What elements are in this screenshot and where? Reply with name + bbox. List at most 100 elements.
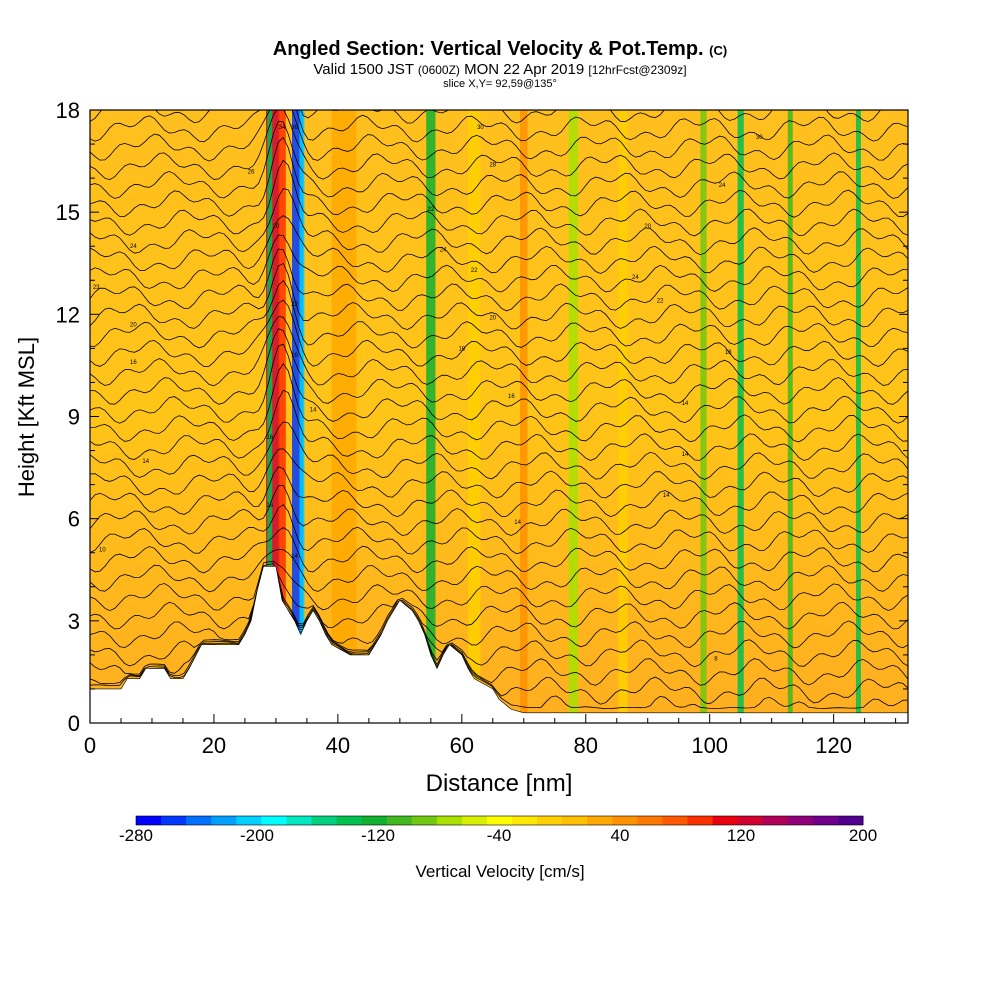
- potential-temperature-contours: [90, 41, 908, 710]
- contour-label: 20: [489, 316, 496, 322]
- isentrope-contour: [90, 248, 908, 312]
- colorbar-swatch: [762, 816, 789, 825]
- colorbar-tick-label: 120: [726, 826, 756, 845]
- isentrope-contour: [90, 571, 908, 686]
- terrain-profile: [89, 566, 909, 724]
- contour-label: 14: [142, 459, 149, 465]
- isentrope-contour: [90, 504, 908, 555]
- slice-info: slice X,Y= 92,59@135°: [443, 78, 557, 90]
- velocity-band: [618, 110, 628, 723]
- isentrope-contour: [90, 110, 908, 181]
- colorbar-label: Vertical Velocity [cm/s]: [415, 862, 585, 881]
- colorbar-tick-label: -40: [486, 826, 512, 845]
- colorbar-swatch: [537, 816, 563, 825]
- colorbar-swatch: [687, 816, 714, 825]
- isentrope-contour: [90, 188, 908, 256]
- contour-label: 26: [248, 169, 255, 175]
- chart-title-block: Angled Section: Vertical Velocity & Pot.…: [0, 38, 1000, 91]
- contour-label: 22: [427, 207, 434, 213]
- contour-label: 14: [663, 493, 670, 499]
- velocity-band: [426, 110, 436, 723]
- valid-time-utc: (0600Z): [417, 63, 460, 77]
- contour-label: 24: [440, 248, 447, 254]
- colorbar-swatch: [311, 816, 338, 825]
- valid-date: MON 22 Apr 2019: [464, 61, 585, 78]
- colorbar-swatch: [486, 816, 513, 825]
- colorbar-swatch: [261, 816, 287, 825]
- isentrope-contour: [90, 299, 908, 368]
- velocity-band: [520, 110, 528, 723]
- isentrope-contour: [90, 565, 908, 649]
- colorbar-swatch: [612, 816, 638, 825]
- contour-label: 16: [508, 394, 515, 400]
- velocity-band: [468, 110, 481, 723]
- colorbar-swatch: [837, 816, 864, 825]
- colorbar-tick-label: 40: [610, 826, 630, 845]
- colorbar-swatch: [562, 816, 588, 825]
- velocity-band: [267, 110, 273, 723]
- contour-label: 14: [514, 520, 521, 526]
- isentrope-contour: [90, 485, 908, 536]
- contour-label: 22: [291, 302, 298, 308]
- contour-label: 16: [291, 353, 298, 359]
- velocity-band: [700, 110, 707, 723]
- velocity-band: [331, 110, 357, 723]
- isentrope-contour: [90, 343, 908, 424]
- contour-label: 34: [279, 125, 286, 131]
- contour-label: 24: [719, 183, 726, 189]
- isentrope-contour: [90, 448, 908, 499]
- velocity-band: [299, 110, 305, 723]
- colorbar-swatch: [136, 816, 162, 825]
- isentrope-contour: [90, 316, 908, 387]
- contour-label: 30: [756, 135, 763, 141]
- x-tick-label: 120: [815, 733, 852, 758]
- colorbar-swatch: [336, 816, 363, 825]
- valid-time-prefix: Valid 1500 JST: [313, 61, 414, 78]
- colorbar-tick-label: -120: [360, 826, 396, 845]
- contour-label: 14: [682, 452, 689, 458]
- isentrope-contour: [90, 110, 908, 162]
- contour-label: 8: [714, 656, 718, 662]
- velocity-band: [568, 110, 579, 723]
- contour-label: 28: [489, 162, 496, 168]
- contour-label: 16: [266, 435, 273, 441]
- x-tick-label: 60: [450, 733, 474, 758]
- isentrope-contour: [90, 234, 908, 293]
- isentrope-contour: [90, 41, 908, 105]
- contour-label: 10: [99, 547, 106, 553]
- contour-label: 36: [291, 125, 298, 131]
- isentrope-contour: [90, 136, 908, 218]
- velocity-band: [292, 110, 304, 723]
- colorbar-swatch: [236, 816, 262, 825]
- y-tick-label: 9: [68, 405, 80, 430]
- contour-label: 18: [725, 350, 732, 356]
- contour-label: 22: [657, 299, 664, 305]
- contour-label: 20: [644, 224, 651, 230]
- velocity-band: [787, 110, 793, 723]
- y-axis-label: Height [Kft MSL]: [14, 337, 39, 497]
- colorbar-swatch: [637, 816, 663, 825]
- isentrope-contour: [90, 362, 908, 443]
- colorbar-swatch: [161, 816, 187, 825]
- chart-title-main: Angled Section: Vertical Velocity & Pot.…: [272, 38, 704, 60]
- y-tick-label: 3: [68, 609, 80, 634]
- colorbar-swatch: [186, 816, 212, 825]
- x-axis: 0 20 40 60 80 100 120: [84, 714, 897, 758]
- x-tick-label: 40: [326, 733, 350, 758]
- x-tick-label: 20: [202, 733, 226, 758]
- isentrope-contour: [90, 527, 908, 574]
- isentrope-contour: [90, 279, 908, 349]
- colorbar-swatch: [461, 816, 488, 825]
- colorbar-swatch: [211, 816, 237, 825]
- colorbar-swatch: [436, 816, 463, 825]
- colorbar-tick-label: -280: [118, 826, 154, 845]
- colorbar-swatch: [286, 816, 312, 825]
- contour-label: 30: [477, 125, 484, 131]
- contour-label: 24: [130, 244, 137, 250]
- y-tick-label: 18: [56, 98, 80, 123]
- isentrope-contour: [90, 563, 908, 630]
- colorbar-swatch: [411, 816, 438, 825]
- contour-label: 14: [291, 554, 298, 560]
- forecast-info: [12hrFcst@2309z]: [588, 63, 687, 77]
